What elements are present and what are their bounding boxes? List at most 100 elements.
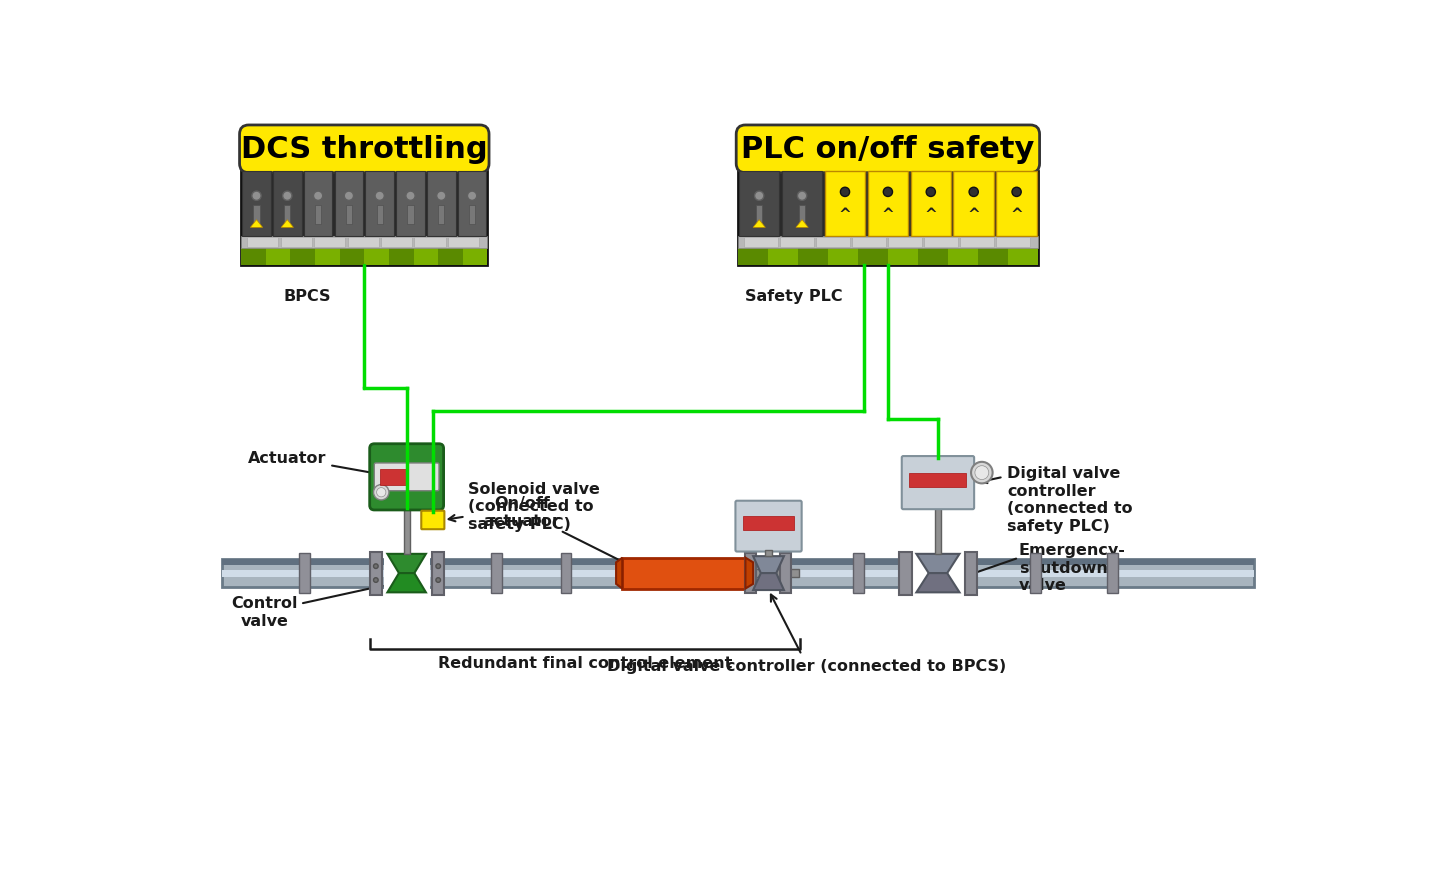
- Text: DCS throttling: DCS throttling: [242, 136, 487, 164]
- Polygon shape: [916, 554, 959, 574]
- Circle shape: [975, 466, 989, 480]
- Bar: [756, 206, 762, 225]
- Bar: [745, 554, 756, 594]
- Bar: [380, 470, 407, 485]
- Bar: [948, 249, 978, 266]
- Polygon shape: [387, 574, 426, 593]
- Bar: [381, 237, 413, 249]
- Polygon shape: [754, 574, 784, 590]
- FancyBboxPatch shape: [374, 463, 439, 491]
- Bar: [782, 172, 823, 236]
- Polygon shape: [754, 221, 765, 228]
- Circle shape: [840, 188, 850, 197]
- Bar: [738, 249, 768, 266]
- Bar: [492, 554, 502, 594]
- Bar: [427, 172, 456, 236]
- Bar: [779, 237, 814, 249]
- Bar: [439, 249, 463, 266]
- Bar: [242, 172, 270, 236]
- Bar: [561, 554, 571, 594]
- Bar: [739, 172, 779, 236]
- Bar: [858, 249, 887, 266]
- Bar: [978, 249, 1008, 266]
- Bar: [221, 570, 1254, 577]
- Text: BPCS: BPCS: [283, 289, 331, 304]
- Text: ^: ^: [968, 207, 981, 222]
- Bar: [365, 172, 394, 236]
- Bar: [266, 249, 290, 266]
- Polygon shape: [754, 556, 784, 574]
- Text: Control
valve: Control valve: [232, 584, 383, 628]
- Bar: [253, 206, 260, 225]
- Bar: [457, 172, 486, 236]
- Bar: [765, 550, 772, 556]
- FancyBboxPatch shape: [736, 126, 1040, 174]
- Text: Redundant final control element: Redundant final control element: [437, 655, 732, 670]
- Bar: [242, 249, 266, 266]
- Bar: [779, 554, 791, 594]
- Circle shape: [436, 578, 440, 583]
- Bar: [280, 237, 312, 249]
- Circle shape: [374, 578, 378, 583]
- Text: Safety PLC: Safety PLC: [745, 289, 843, 304]
- Bar: [912, 558, 965, 589]
- FancyBboxPatch shape: [735, 501, 801, 552]
- Bar: [335, 172, 364, 236]
- Polygon shape: [387, 554, 426, 574]
- Bar: [345, 206, 352, 225]
- Bar: [997, 172, 1037, 236]
- Polygon shape: [745, 558, 754, 589]
- Bar: [315, 249, 339, 266]
- Bar: [242, 236, 487, 249]
- Bar: [953, 172, 994, 236]
- Bar: [743, 237, 778, 249]
- Bar: [965, 552, 978, 595]
- Polygon shape: [916, 574, 959, 593]
- Bar: [997, 237, 1030, 249]
- Bar: [315, 206, 321, 225]
- Bar: [247, 237, 279, 249]
- FancyBboxPatch shape: [902, 456, 974, 509]
- Circle shape: [883, 188, 893, 197]
- Bar: [414, 249, 439, 266]
- Circle shape: [436, 564, 440, 569]
- Bar: [825, 172, 866, 236]
- Bar: [800, 206, 805, 225]
- Bar: [364, 249, 388, 266]
- Bar: [623, 558, 745, 589]
- Circle shape: [1012, 188, 1021, 197]
- Bar: [348, 237, 378, 249]
- Bar: [935, 508, 940, 554]
- Bar: [447, 237, 479, 249]
- Bar: [1031, 554, 1041, 594]
- Bar: [285, 206, 290, 225]
- Circle shape: [755, 192, 764, 201]
- Circle shape: [252, 192, 262, 201]
- Bar: [738, 236, 1038, 249]
- Circle shape: [374, 564, 378, 569]
- Bar: [899, 552, 912, 595]
- Bar: [384, 558, 430, 589]
- Bar: [909, 473, 966, 487]
- Polygon shape: [282, 221, 293, 228]
- Bar: [339, 249, 364, 266]
- Circle shape: [798, 192, 807, 201]
- Bar: [303, 172, 332, 236]
- Bar: [431, 552, 444, 595]
- Bar: [439, 206, 444, 225]
- Bar: [815, 237, 850, 249]
- Text: Actuator: Actuator: [247, 451, 390, 479]
- FancyBboxPatch shape: [370, 444, 443, 510]
- Bar: [221, 560, 1254, 565]
- Bar: [414, 237, 446, 249]
- Bar: [910, 172, 951, 236]
- Bar: [738, 172, 1038, 266]
- Bar: [1008, 249, 1038, 266]
- Bar: [768, 249, 798, 266]
- Circle shape: [375, 192, 384, 201]
- Text: Digital valve controller (connected to BPCS): Digital valve controller (connected to B…: [607, 595, 1007, 673]
- Bar: [377, 206, 383, 225]
- FancyBboxPatch shape: [240, 126, 489, 174]
- Polygon shape: [615, 558, 623, 589]
- Bar: [961, 237, 994, 249]
